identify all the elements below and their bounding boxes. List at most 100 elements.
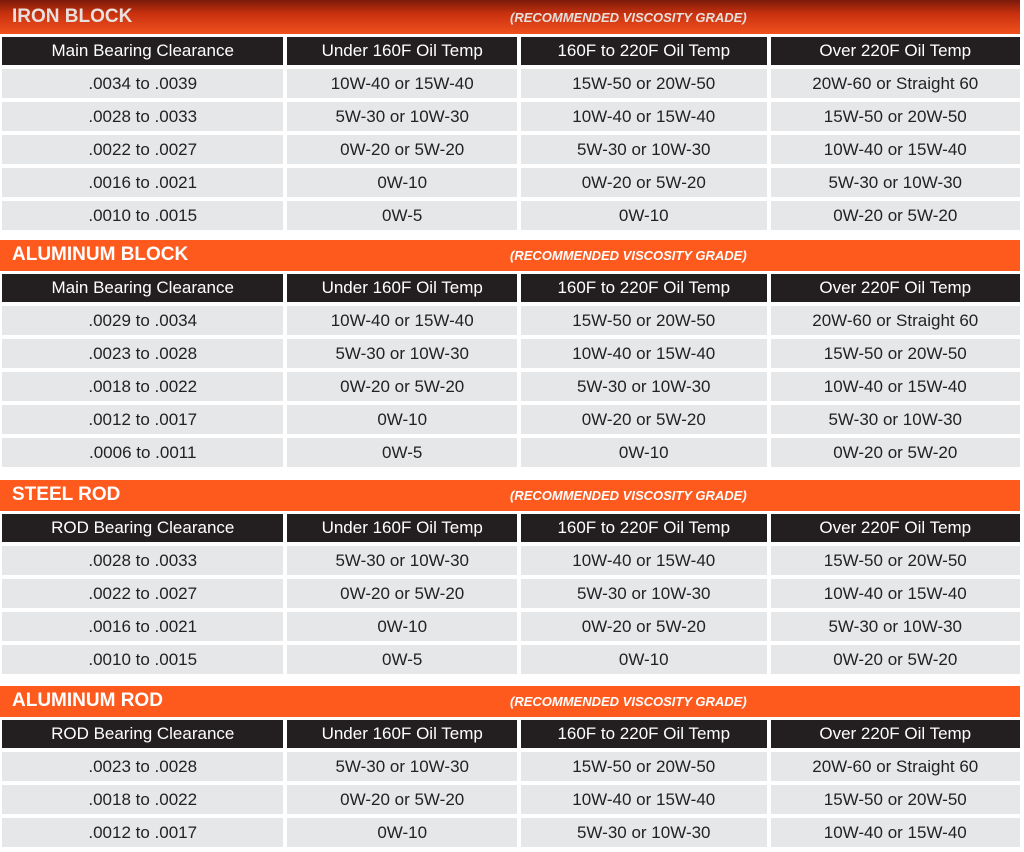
viscosity-cell: 15W-50 or 20W-50 [770,339,1020,368]
clearance-cell: .0018 to .0022 [2,372,284,401]
column-header: Under 160F Oil Temp [287,514,517,542]
clearance-cell: .0006 to .0011 [2,438,284,467]
viscosity-cell: 0W-20 or 5W-20 [287,785,517,814]
column-header: 160F to 220F Oil Temp [520,514,767,542]
viscosity-cell: 10W-40 or 15W-40 [770,818,1020,847]
viscosity-cell: 0W-20 or 5W-20 [770,438,1020,467]
table-row: .0010 to .0015 0W-5 0W-10 0W-20 or 5W-20 [0,201,1020,230]
viscosity-cell: 0W-10 [287,405,517,434]
clearance-cell: .0018 to .0022 [2,785,284,814]
clearance-cell: .0028 to .0033 [2,102,284,131]
clearance-cell: .0012 to .0017 [2,818,284,847]
section-subtitle: (RECOMMENDED VISCOSITY GRADE) [510,694,747,709]
viscosity-cell: 0W-20 or 5W-20 [287,135,517,164]
clearance-cell: .0016 to .0021 [2,612,284,641]
viscosity-cell: 0W-20 or 5W-20 [520,405,767,434]
table-row: .0012 to .0017 0W-10 5W-30 or 10W-30 10W-40… [0,818,1020,847]
viscosity-cell: 0W-10 [520,645,767,674]
section-title: ALUMINUM ROD [12,690,163,711]
viscosity-cell: 15W-50 or 20W-50 [520,306,767,335]
viscosity-cell: 15W-50 or 20W-50 [520,752,767,781]
viscosity-cell: 10W-40 or 15W-40 [770,372,1020,401]
table-row: .0028 to .0033 5W-30 or 10W-30 10W-40 or 1… [0,546,1020,575]
column-header: Under 160F Oil Temp [287,37,517,65]
viscosity-cell: 0W-5 [287,438,517,467]
table-row: .0012 to .0017 0W-10 0W-20 or 5W-20 5W-30 o… [0,405,1020,434]
viscosity-cell: 5W-30 or 10W-30 [770,405,1020,434]
header-row: Main Bearing Clearance Under 160F Oil Tem… [0,274,1020,302]
viscosity-cell: 15W-50 or 20W-50 [520,69,767,98]
viscosity-cell: 10W-40 or 15W-40 [770,579,1020,608]
column-header: Over 220F Oil Temp [770,37,1020,65]
viscosity-cell: 0W-10 [287,612,517,641]
table-row: .0018 to .0022 0W-20 or 5W-20 10W-40 or 15… [0,785,1020,814]
viscosity-cell: 0W-5 [287,645,517,674]
header-row: ROD Bearing Clearance Under 160F Oil Temp… [0,720,1020,748]
table-section-aluminum-rod: ALUMINUM ROD (RECOMMENDED VISCOSITY GRADE… [0,686,1020,847]
section-title: ALUMINUM BLOCK [12,244,189,265]
viscosity-cell: 0W-10 [287,168,517,197]
viscosity-cell: 5W-30 or 10W-30 [520,372,767,401]
clearance-cell: .0010 to .0015 [2,201,284,230]
viscosity-cell: 0W-20 or 5W-20 [520,612,767,641]
section-title-bar: STEEL ROD (RECOMMENDED VISCOSITY GRADE) [0,480,1020,511]
table-row: .0010 to .0015 0W-5 0W-10 0W-20 or 5W-20 [0,645,1020,674]
column-header: 160F to 220F Oil Temp [520,720,767,748]
clearance-cell: .0022 to .0027 [2,579,284,608]
table-row: .0016 to .0021 0W-10 0W-20 or 5W-20 5W-30 o… [0,168,1020,197]
viscosity-cell: 15W-50 or 20W-50 [770,785,1020,814]
column-header: ROD Bearing Clearance [2,720,284,748]
viscosity-cell: 0W-20 or 5W-20 [287,579,517,608]
viscosity-cell: 5W-30 or 10W-30 [520,579,767,608]
header-row: ROD Bearing Clearance Under 160F Oil Temp… [0,514,1020,542]
clearance-cell: .0023 to .0028 [2,339,284,368]
column-header: Main Bearing Clearance [2,274,284,302]
viscosity-cell: 0W-5 [287,201,517,230]
viscosity-cell: 15W-50 or 20W-50 [770,546,1020,575]
viscosity-cell: 5W-30 or 10W-30 [287,339,517,368]
viscosity-cell: 20W-60 or Straight 60 [770,752,1020,781]
header-row: Main Bearing Clearance Under 160F Oil Tem… [0,37,1020,65]
viscosity-cell: 0W-20 or 5W-20 [770,201,1020,230]
clearance-cell: .0023 to .0028 [2,752,284,781]
clearance-cell: .0010 to .0015 [2,645,284,674]
viscosity-cell: 10W-40 or 15W-40 [520,339,767,368]
viscosity-cell: 5W-30 or 10W-30 [287,102,517,131]
viscosity-cell: 20W-60 or Straight 60 [770,306,1020,335]
viscosity-cell: 10W-40 or 15W-40 [287,306,517,335]
section-title: STEEL ROD [12,484,121,505]
viscosity-cell: 0W-20 or 5W-20 [520,168,767,197]
section-title-bar: IRON BLOCK (RECOMMENDED VISCOSITY GRADE) [0,0,1020,34]
clearance-cell: .0012 to .0017 [2,405,284,434]
table-row: .0029 to .0034 10W-40 or 15W-40 15W-50 or … [0,306,1020,335]
viscosity-cell: 5W-30 or 10W-30 [770,612,1020,641]
table-row: .0022 to .0027 0W-20 or 5W-20 5W-30 or 10W… [0,579,1020,608]
section-subtitle: (RECOMMENDED VISCOSITY GRADE) [510,248,747,263]
viscosity-cell: 10W-40 or 15W-40 [520,546,767,575]
table-section-aluminum-block: ALUMINUM BLOCK (RECOMMENDED VISCOSITY GRA… [0,240,1020,467]
column-header: Over 220F Oil Temp [770,514,1020,542]
section-subtitle: (RECOMMENDED VISCOSITY GRADE) [510,488,747,503]
table-section-iron-block: IRON BLOCK (RECOMMENDED VISCOSITY GRADE) M… [0,0,1020,230]
viscosity-cell: 0W-10 [520,201,767,230]
section-subtitle: (RECOMMENDED VISCOSITY GRADE) [510,10,747,25]
viscosity-cell: 15W-50 or 20W-50 [770,102,1020,131]
column-header: 160F to 220F Oil Temp [520,274,767,302]
column-header: Under 160F Oil Temp [287,274,517,302]
viscosity-cell: 20W-60 or Straight 60 [770,69,1020,98]
viscosity-cell: 5W-30 or 10W-30 [287,546,517,575]
viscosity-cell: 0W-20 or 5W-20 [287,372,517,401]
viscosity-cell: 10W-40 or 15W-40 [287,69,517,98]
clearance-cell: .0022 to .0027 [2,135,284,164]
column-header: Over 220F Oil Temp [770,720,1020,748]
table-section-steel-rod: STEEL ROD (RECOMMENDED VISCOSITY GRADE) RO… [0,480,1020,674]
viscosity-cell: 0W-10 [520,438,767,467]
table-row: .0016 to .0021 0W-10 0W-20 or 5W-20 5W-30 o… [0,612,1020,641]
clearance-cell: .0034 to .0039 [2,69,284,98]
viscosity-cell: 5W-30 or 10W-30 [520,135,767,164]
column-header: 160F to 220F Oil Temp [520,37,767,65]
table-row: .0028 to .0033 5W-30 or 10W-30 10W-40 or 1… [0,102,1020,131]
table-row: .0006 to .0011 0W-5 0W-10 0W-20 or 5W-20 [0,438,1020,467]
clearance-cell: .0029 to .0034 [2,306,284,335]
section-title-bar: ALUMINUM BLOCK (RECOMMENDED VISCOSITY GRA… [0,240,1020,271]
